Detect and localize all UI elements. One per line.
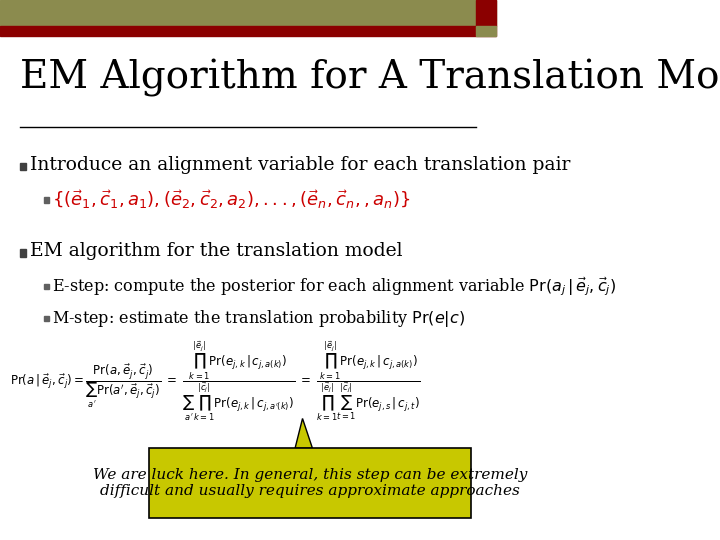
- Text: We are luck here. In general, this step can be extremely
difficult and usually r: We are luck here. In general, this step …: [93, 468, 527, 498]
- Text: M-step: estimate the translation probability $\mathrm{Pr}(e|c)$: M-step: estimate the translation probabi…: [52, 308, 465, 329]
- Bar: [476, 0, 496, 26]
- Bar: [0, 0, 496, 26]
- Text: $\mathrm{Pr}(a\,|\,\vec{e}_j,\vec{c}_j) = \dfrac{\mathrm{Pr}(a,\vec{e}_j,\vec{c}: $\mathrm{Pr}(a\,|\,\vec{e}_j,\vec{c}_j) …: [10, 339, 421, 423]
- Text: $\{(\vec{e}_1,\vec{c}_1,a_1),(\vec{e}_2,\vec{c}_2,a_2),...,(\vec{e}_n,\vec{c}_n,: $\{(\vec{e}_1,\vec{c}_1,a_1),(\vec{e}_2,…: [52, 188, 410, 211]
- FancyBboxPatch shape: [149, 448, 471, 518]
- Bar: [476, 26, 496, 36]
- Bar: [44, 197, 49, 202]
- Text: EM Algorithm for A Translation Model: EM Algorithm for A Translation Model: [20, 59, 720, 97]
- Text: EM algorithm for the translation model: EM algorithm for the translation model: [30, 242, 402, 260]
- Polygon shape: [295, 418, 312, 448]
- Text: E-step: compute the posterior for each alignment variable $\mathrm{Pr}(a_j\,|\,\: E-step: compute the posterior for each a…: [52, 275, 616, 298]
- Bar: [20, 163, 27, 170]
- Bar: [20, 249, 27, 256]
- Bar: [0, 26, 496, 36]
- Text: Introduce an alignment variable for each translation pair: Introduce an alignment variable for each…: [30, 156, 570, 174]
- Bar: [44, 284, 49, 289]
- Bar: [44, 316, 49, 321]
